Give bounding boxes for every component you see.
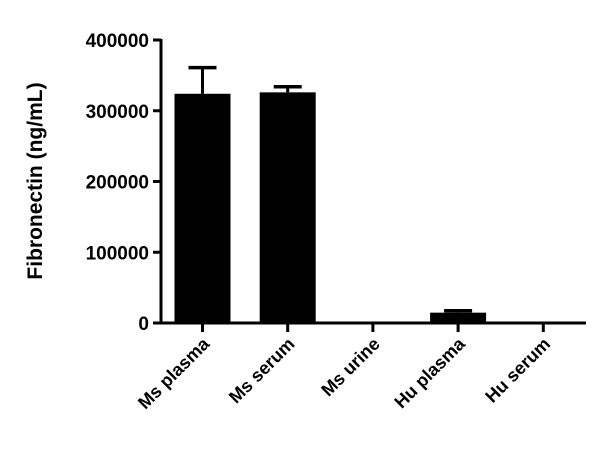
bar: [174, 93, 231, 324]
x-axis: Ms plasma Ms serum Ms urine Hu plasma Hu ser…: [134, 321, 586, 413]
y-tick-label: 300000: [86, 102, 149, 123]
x-tick-label: Ms serum: [225, 334, 299, 408]
y-tick-label: 200000: [86, 173, 149, 194]
x-tick-label: Ms urine: [317, 334, 383, 400]
x-tick-label: Ms plasma: [134, 333, 214, 413]
x-tick-label: Hu serum: [481, 334, 554, 407]
y-axis: 0 100000 200000 300000 400000: [86, 31, 163, 335]
bars: [174, 65, 572, 324]
y-axis-label: Fibronectin (ng/mL): [24, 82, 47, 279]
y-tick-label: 0: [138, 314, 149, 335]
bar: [259, 92, 316, 323]
x-tick-label: Hu plasma: [390, 333, 469, 412]
y-tick-label: 400000: [86, 31, 149, 52]
y-tick-label: 100000: [86, 243, 149, 264]
bar: [430, 312, 487, 323]
